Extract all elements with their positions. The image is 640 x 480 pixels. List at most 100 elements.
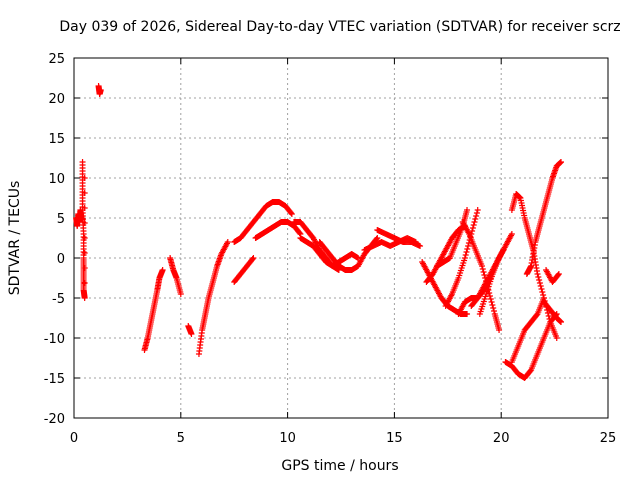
x-tick-label: 5 xyxy=(177,431,185,446)
data-point xyxy=(288,210,295,216)
series-s7 xyxy=(195,239,231,357)
data-point xyxy=(417,243,424,249)
data-point xyxy=(479,266,486,272)
series-s3 xyxy=(95,83,104,97)
data-point xyxy=(473,210,480,216)
data-point xyxy=(471,219,478,225)
data-point xyxy=(508,231,515,237)
series-s6 xyxy=(185,323,195,337)
data-point xyxy=(546,316,553,322)
data-point xyxy=(555,272,562,278)
data-point xyxy=(536,280,543,286)
data-point xyxy=(288,211,295,217)
data-point xyxy=(535,274,542,280)
data-point xyxy=(188,331,195,337)
series-s28 xyxy=(540,299,565,325)
series-s2 xyxy=(79,159,88,301)
y-tick-label: -20 xyxy=(44,412,65,427)
x-tick-label: 15 xyxy=(386,431,403,446)
data-point xyxy=(81,205,88,211)
series-s15 xyxy=(374,227,424,249)
x-tick-label: 10 xyxy=(279,431,296,446)
data-point xyxy=(472,216,479,222)
y-tick-label: -10 xyxy=(44,332,65,347)
data-point xyxy=(465,240,472,246)
data-point xyxy=(81,175,88,181)
series-s29 xyxy=(543,267,562,285)
series-s4 xyxy=(141,267,166,353)
y-tick-label: -5 xyxy=(52,292,65,307)
data-point xyxy=(558,159,565,165)
series-s17 xyxy=(423,223,468,285)
data-point xyxy=(481,272,488,278)
x-tick-label: 0 xyxy=(70,431,78,446)
data-point xyxy=(81,250,88,256)
series-s23 xyxy=(468,247,507,309)
data-point xyxy=(224,239,231,245)
series-s5 xyxy=(167,255,184,297)
y-tick-label: 15 xyxy=(48,132,65,147)
data-point xyxy=(81,190,88,196)
series-s18 xyxy=(434,207,471,269)
data-point xyxy=(480,269,487,275)
data-point xyxy=(558,319,565,325)
series-s8 xyxy=(231,255,257,285)
data-point xyxy=(539,289,546,295)
y-tick-label: 20 xyxy=(48,92,65,107)
data-point xyxy=(81,280,88,286)
data-point xyxy=(490,308,497,314)
data-point xyxy=(97,87,104,93)
data-point xyxy=(462,252,469,258)
x-tick-label: 20 xyxy=(493,431,510,446)
data-point xyxy=(374,235,381,241)
plot-frame xyxy=(73,57,609,419)
x-axis-label: GPS time / hours xyxy=(281,458,398,474)
series-s22 xyxy=(476,231,515,317)
data-point xyxy=(536,277,543,283)
data-point xyxy=(478,263,485,269)
data-point xyxy=(470,222,477,228)
data-point xyxy=(555,271,562,277)
data-point xyxy=(487,296,494,302)
data-point xyxy=(463,249,470,255)
series-s25 xyxy=(508,191,560,341)
data-point xyxy=(81,235,88,241)
data-point xyxy=(373,236,380,242)
y-tick-label: 5 xyxy=(57,212,65,227)
data-point xyxy=(538,286,545,292)
series-s10 xyxy=(252,219,304,241)
y-tick-label: 0 xyxy=(57,252,65,267)
data-point xyxy=(464,207,471,213)
series-s27 xyxy=(508,295,547,365)
data-point xyxy=(464,311,471,317)
data-point xyxy=(500,247,507,253)
data-point xyxy=(545,313,552,319)
data-point xyxy=(250,255,257,261)
data-point xyxy=(249,256,256,262)
data-point xyxy=(534,271,541,277)
axis-ticks: 0 5 10 15 20 25 -20 -15 -10 -5 0 5 10 15 20 25 xyxy=(44,52,617,446)
data-point xyxy=(488,299,495,305)
x-tick-label: 25 xyxy=(600,431,617,446)
data-point xyxy=(461,255,468,261)
data-point xyxy=(81,265,88,271)
data-point xyxy=(469,225,476,231)
data-point xyxy=(473,213,480,219)
data-point xyxy=(81,295,88,301)
y-tick-label: 10 xyxy=(48,172,65,187)
series-s9 xyxy=(231,199,295,245)
data-point xyxy=(465,243,472,249)
data-point xyxy=(296,230,303,236)
series-s26 xyxy=(523,159,565,277)
data-points xyxy=(73,83,565,381)
y-axis-label: SDTVAR / TECUs xyxy=(7,181,23,296)
data-point xyxy=(490,305,497,311)
data-point xyxy=(177,291,184,297)
data-point xyxy=(159,267,166,273)
data-point xyxy=(496,327,503,333)
data-point xyxy=(464,246,471,252)
chart-title: Day 039 of 2026, Sidereal Day-to-day VTE… xyxy=(59,19,620,35)
y-tick-label: 25 xyxy=(48,52,65,67)
y-tick-label: -15 xyxy=(44,372,65,387)
